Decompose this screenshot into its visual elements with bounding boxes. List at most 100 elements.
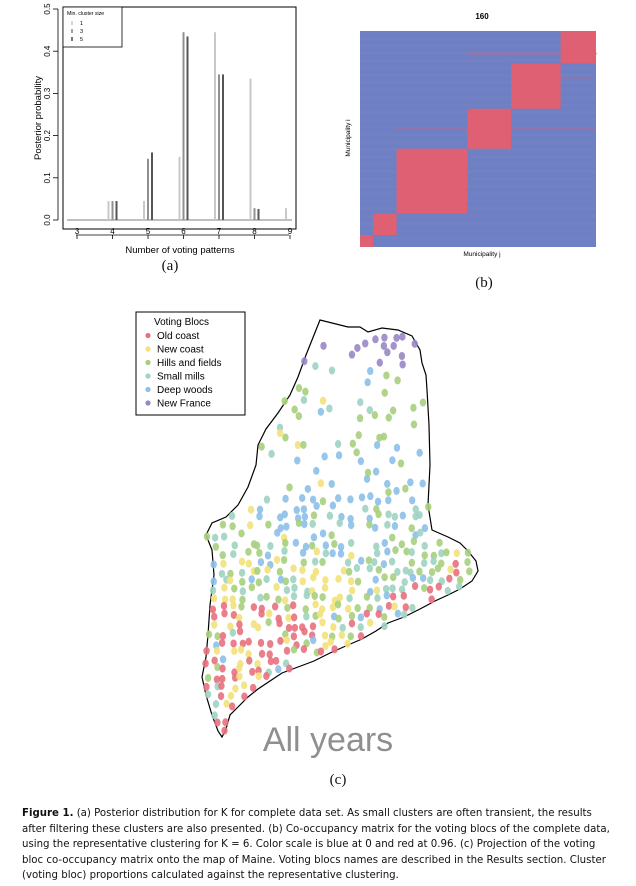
- bar: [253, 208, 256, 220]
- bar: [222, 74, 224, 220]
- municipality-dot: [265, 520, 272, 529]
- municipality-dot: [410, 420, 418, 429]
- municipality-dot: [282, 433, 289, 442]
- municipality-dot: [282, 494, 289, 503]
- municipality-dot: [409, 496, 416, 505]
- municipality-dot: [312, 362, 319, 371]
- municipality-dot: [255, 672, 262, 681]
- municipality-dot: [385, 496, 392, 505]
- municipality-dot: [381, 388, 388, 397]
- municipality-dot: [326, 511, 334, 520]
- municipality-dot: [446, 574, 453, 583]
- municipality-dot: [319, 618, 326, 627]
- municipality-dot: [328, 479, 335, 488]
- legend-title: Min. cluster size: [67, 11, 104, 17]
- municipality-dot: [263, 575, 270, 584]
- municipality-dot: [373, 586, 381, 595]
- municipality-dot: [347, 577, 355, 586]
- municipality-dot: [348, 611, 356, 620]
- municipality-dot: [247, 505, 255, 514]
- municipality-dot: [317, 479, 325, 488]
- municipality-dot: [290, 645, 298, 654]
- municipality-dot: [246, 656, 253, 665]
- municipality-dot: [218, 569, 226, 578]
- municipality-dot: [210, 560, 217, 569]
- municipality-dot: [372, 335, 379, 344]
- municipality-dot: [277, 636, 284, 645]
- municipality-dot: [218, 681, 225, 690]
- municipality-dot: [275, 665, 282, 674]
- municipality-dot: [349, 439, 357, 448]
- municipality-dot: [457, 575, 464, 584]
- municipality-dot: [285, 623, 293, 632]
- municipality-dot: [322, 549, 330, 558]
- municipality-dot: [366, 514, 373, 523]
- municipality-dot: [204, 690, 212, 699]
- municipality-dot: [443, 548, 450, 557]
- municipality-dot: [456, 582, 463, 591]
- y-axis-label: Posterior probability: [33, 76, 44, 160]
- municipality-dot: [428, 595, 435, 604]
- municipality-dot: [257, 593, 264, 602]
- municipality-dot: [299, 577, 306, 586]
- municipality-dot: [347, 632, 354, 641]
- municipality-dot: [466, 567, 473, 576]
- municipality-dot: [322, 576, 329, 585]
- municipality-dot: [245, 637, 252, 646]
- panel-b-label: (b): [475, 275, 493, 291]
- y-tick-label: 0.3: [43, 87, 52, 99]
- municipality-dot: [219, 551, 226, 560]
- municipality-dot: [276, 619, 283, 628]
- municipality-dot: [335, 451, 343, 460]
- municipality-dot: [249, 667, 256, 676]
- municipality-dot: [354, 604, 361, 613]
- municipality-dot: [322, 541, 330, 550]
- municipality-dot: [221, 595, 229, 604]
- municipality-dot: [402, 603, 409, 612]
- municipality-dot: [310, 573, 317, 582]
- municipality-dot: [374, 594, 381, 603]
- municipality-dot: [321, 631, 329, 640]
- municipality-dot: [407, 478, 414, 487]
- municipality-dot: [219, 664, 226, 673]
- x-tick-label: 8: [252, 227, 257, 236]
- municipality-dot: [301, 512, 309, 521]
- municipality-dot: [229, 522, 236, 531]
- municipality-dot: [227, 622, 234, 631]
- municipality-dot: [398, 585, 406, 594]
- municipality-dot: [250, 603, 258, 612]
- legend-label: 3: [80, 29, 83, 35]
- y-tick-label: 0.5: [43, 3, 52, 15]
- municipality-dot: [394, 609, 402, 618]
- municipality-dot: [391, 522, 399, 531]
- bar: [214, 32, 216, 221]
- municipality-dot: [275, 595, 282, 604]
- municipality-dot: [308, 541, 316, 550]
- municipality-dot: [299, 548, 307, 557]
- caption-text: (a) Posterior distribution for K for com…: [22, 808, 610, 881]
- municipality-dot: [232, 684, 239, 693]
- municipality-dot: [357, 398, 364, 407]
- municipality-dot: [236, 672, 243, 681]
- municipality-dot: [294, 456, 301, 465]
- municipality-dot: [380, 432, 388, 441]
- municipality-dot: [397, 459, 405, 468]
- municipality-dot: [300, 505, 308, 514]
- municipality-dot: [272, 656, 280, 665]
- municipality-dot: [385, 510, 392, 519]
- municipality-dot: [394, 567, 401, 576]
- municipality-dot: [335, 614, 342, 623]
- municipality-dot: [355, 431, 362, 440]
- municipality-dot: [263, 672, 270, 681]
- municipality-dot: [452, 559, 459, 568]
- municipality-dot: [285, 613, 292, 622]
- municipality-dot: [309, 519, 316, 528]
- x-tick-label: 6: [181, 227, 186, 236]
- municipality-dot: [389, 456, 396, 465]
- municipality-dot: [231, 584, 238, 593]
- municipality-dot: [283, 586, 291, 595]
- municipality-dot: [328, 531, 335, 540]
- municipality-dot: [267, 639, 274, 648]
- municipality-dot: [401, 578, 408, 587]
- legend-swatch: [145, 359, 151, 366]
